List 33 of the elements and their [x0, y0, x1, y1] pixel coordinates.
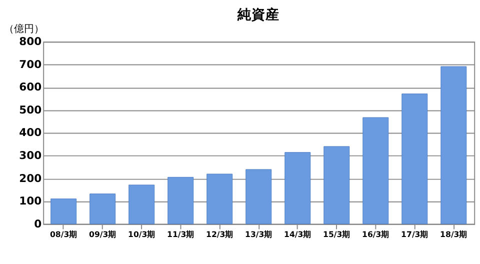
- bar: [206, 174, 233, 224]
- bar: [50, 198, 77, 224]
- x-tick-label: 10/3期: [128, 230, 156, 240]
- chart-title: 純資産: [236, 6, 280, 24]
- x-tick-label: 17/3期: [401, 230, 428, 240]
- x-tick-label: 15/3期: [323, 230, 350, 240]
- x-tick-label: 14/3期: [284, 230, 312, 240]
- x-tick-label: 11/3期: [167, 230, 194, 240]
- y-tick-label: 300: [19, 148, 42, 162]
- x-tick-label: 16/3期: [362, 230, 390, 240]
- y-tick-label: 600: [19, 80, 42, 94]
- bar: [246, 169, 272, 224]
- x-tick-label: 13/3期: [245, 230, 272, 240]
- y-tick-label: 700: [19, 58, 42, 71]
- bar: [440, 66, 467, 224]
- bar: [128, 184, 155, 224]
- x-tick-label: 12/3期: [206, 230, 234, 240]
- bar: [284, 152, 311, 224]
- bar: [90, 194, 116, 224]
- y-tick-label: 200: [19, 172, 42, 185]
- bar: [324, 146, 350, 224]
- y-tick-label: 500: [19, 103, 42, 116]
- x-tick-label: 08/3期: [50, 230, 78, 240]
- y-tick-label: 400: [19, 126, 42, 140]
- y-axis-title: （億円）: [4, 22, 44, 35]
- y-tick-label: 0: [34, 217, 42, 230]
- x-tick-label: 18/3期: [440, 230, 468, 240]
- bar: [362, 117, 389, 224]
- bar: [168, 176, 194, 224]
- bar: [402, 94, 428, 224]
- x-tick-label: 09/3期: [88, 230, 116, 240]
- y-tick-label: 100: [19, 194, 42, 208]
- y-tick-label: 800: [19, 35, 42, 48]
